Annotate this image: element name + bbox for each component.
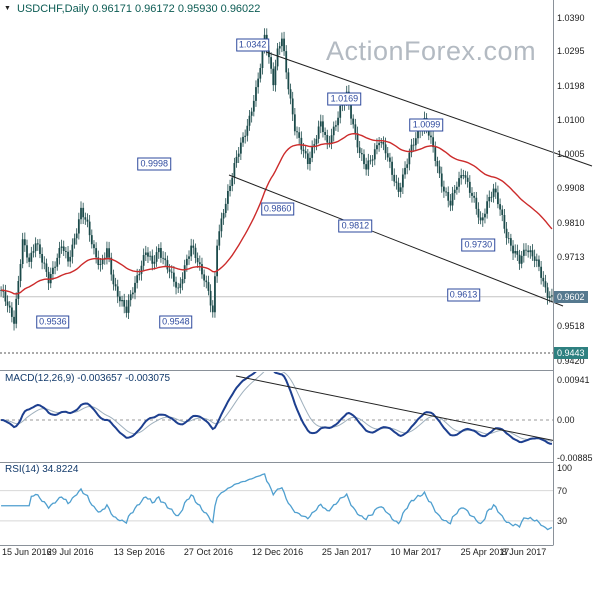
chart-title: ▼ USDCHF,Daily 0.96171 0.96172 0.95930 0… — [4, 3, 260, 15]
symbol-dropdown-icon[interactable]: ▼ — [4, 5, 11, 12]
main-axis-tick-label: 1.0198 — [557, 80, 585, 91]
rsi-axis-tick-label: 30 — [557, 515, 568, 526]
price-annotation: 0.9730 — [461, 238, 496, 252]
date-label: 10 Mar 2017 — [390, 547, 442, 557]
main-axis-tick-label: 1.0005 — [557, 149, 585, 160]
main-axis-tick-label: 0.9810 — [557, 218, 585, 229]
rsi-axis-tick-label: 100 — [557, 463, 573, 474]
main-axis-tick-label: 0.9908 — [557, 183, 585, 194]
date-label: 27 Oct 2016 — [183, 547, 233, 557]
date-label: 8 Jun 2017 — [501, 547, 547, 557]
main-axis-tick-label: 1.0100 — [557, 115, 585, 126]
price-annotation: 1.0169 — [327, 92, 362, 106]
price-annotation: 0.9613 — [446, 288, 481, 302]
date-label: 29 Jul 2016 — [46, 547, 94, 557]
price-annotation: 1.0342 — [235, 38, 270, 52]
target-price-badge: 0.9443 — [554, 347, 588, 359]
macd-axis-tick-label: -0.00885 — [557, 452, 593, 463]
date-label: 25 Jan 2017 — [321, 547, 372, 557]
price-annotation: 0.9998 — [137, 157, 172, 171]
price-annotation: 1.0099 — [409, 118, 444, 132]
main-axis-tick-label: 1.0390 — [557, 12, 585, 23]
price-annotation: 0.9812 — [338, 219, 373, 233]
ohlc-values: 0.96171 0.96172 0.95930 0.96022 — [92, 3, 261, 15]
macd-axis-tick-label: 0.00941 — [557, 375, 590, 386]
rsi-axis-tick-label: 70 — [557, 485, 568, 496]
date-label: 13 Sep 2016 — [113, 547, 165, 557]
macd-axis-tick-label: 0.00 — [557, 414, 575, 425]
date-label: 15 Jun 2016 — [2, 547, 52, 557]
price-annotation: 0.9536 — [36, 315, 70, 329]
main-axis-tick-label: 1.0295 — [557, 46, 585, 57]
current-price-badge: 0.9602 — [554, 290, 588, 303]
main-axis-tick-label: 0.9518 — [557, 321, 585, 332]
price-annotation: 0.9548 — [159, 315, 193, 329]
symbol-name: USDCHF,Daily — [17, 3, 90, 15]
macd-indicator-label: MACD(12,26,9) -0.003657 -0.003075 — [5, 373, 171, 384]
main-axis-tick-label: 0.9713 — [557, 252, 585, 263]
main-axis-tick-label: 0.9420 — [557, 356, 585, 367]
rsi-indicator-label: RSI(14) 34.8224 — [5, 464, 79, 475]
date-label: 25 Apr 2017 — [460, 547, 510, 557]
date-label: 12 Dec 2016 — [252, 547, 304, 557]
watermark: ActionForex.com — [326, 36, 537, 66]
price-annotation: 0.9860 — [260, 202, 295, 216]
